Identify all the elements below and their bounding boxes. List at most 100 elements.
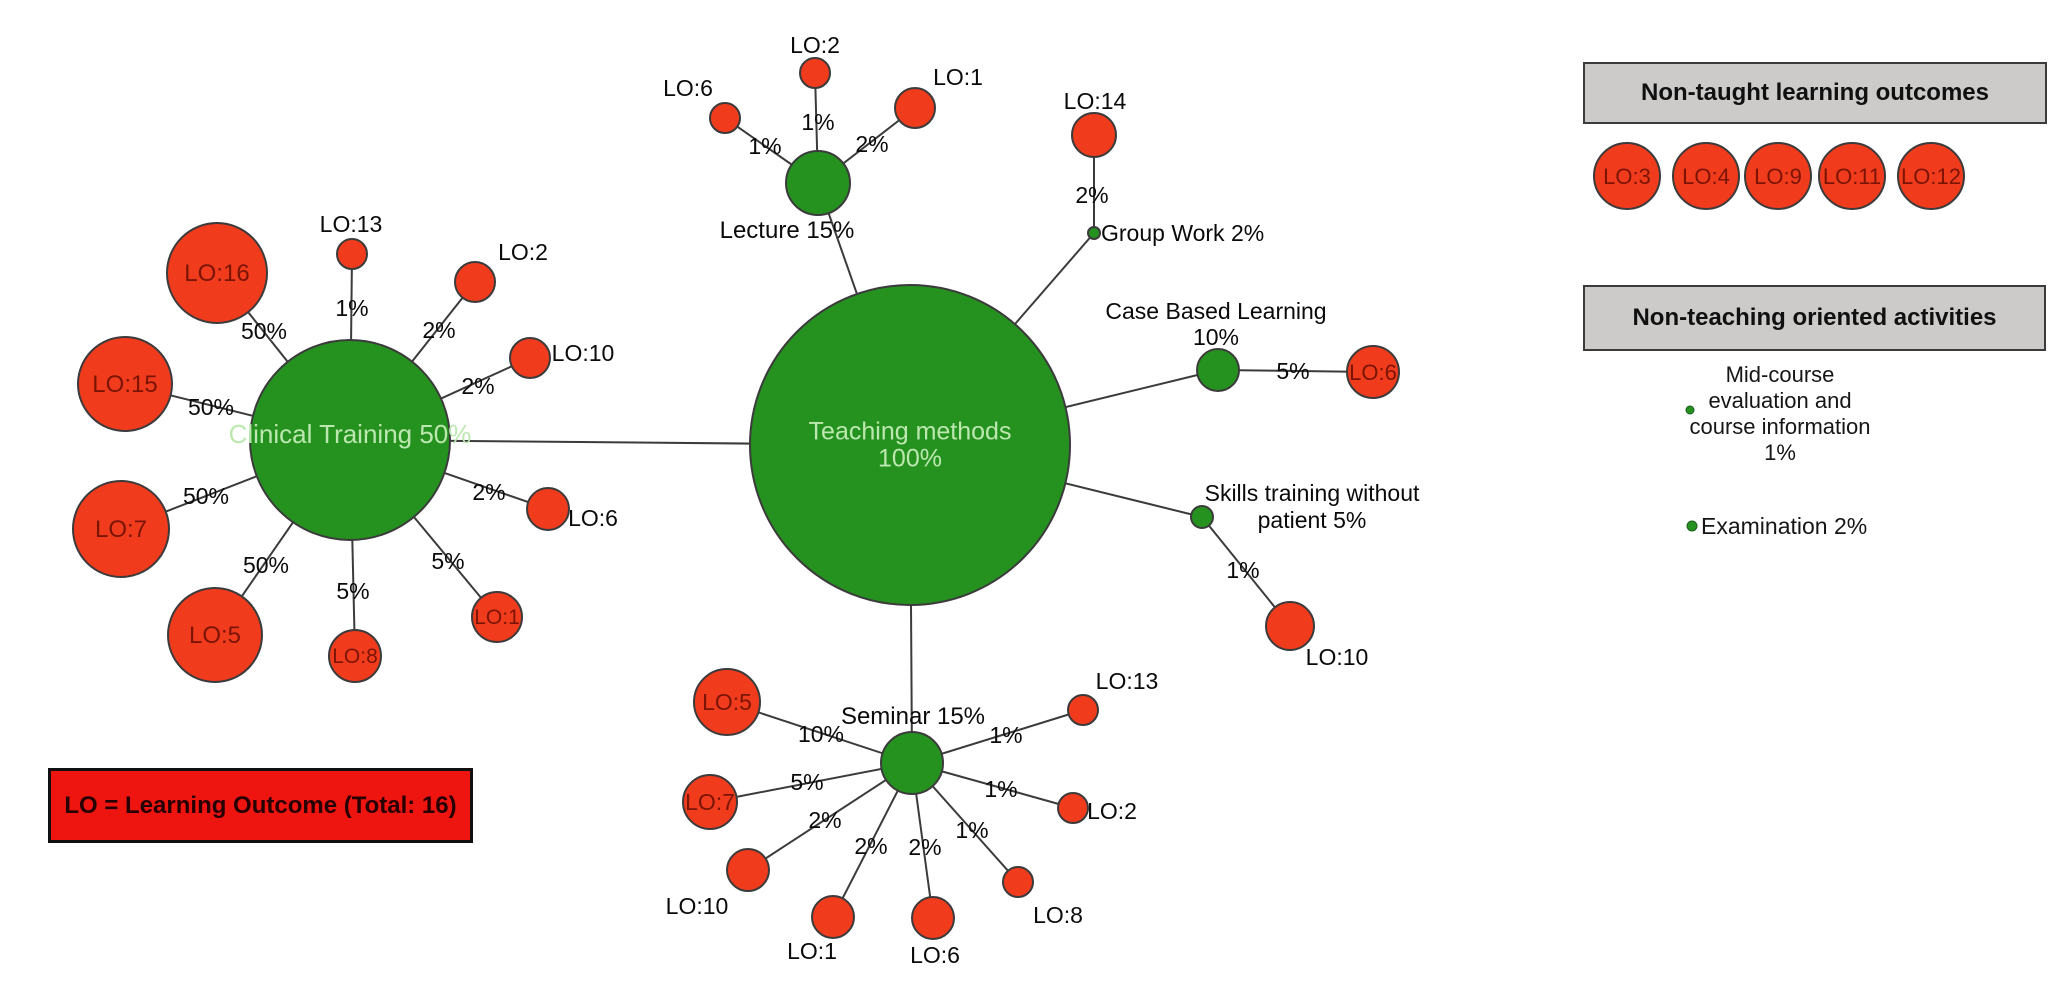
- edge-label-cbl-b6: 5%: [1276, 358, 1309, 384]
- node-groupwork: [1087, 226, 1101, 240]
- node-m2: [1057, 792, 1089, 824]
- node-m1: [811, 895, 855, 939]
- node-c16: [166, 222, 268, 324]
- node-cbl: [1196, 348, 1240, 392]
- edge-label-clinical-c1: 5%: [431, 548, 464, 574]
- non-taught-title: Non-taught learning outcomes: [1641, 79, 1989, 106]
- node-c13: [336, 238, 368, 270]
- node-label-m7: LO:7: [685, 789, 735, 815]
- edge-label-clinical-c8: 5%: [336, 578, 369, 604]
- text-line: 1%: [1764, 440, 1796, 465]
- node-label-cbl: Case Based Learning 10%: [1105, 298, 1326, 350]
- node-lecture: [785, 150, 851, 216]
- node-label-b6: LO:6: [1349, 360, 1397, 385]
- node-m13: [1067, 694, 1099, 726]
- node-label-skills: Skills training without patient 5%: [1205, 480, 1420, 533]
- node-label-m1: LO:1: [787, 938, 837, 964]
- node-label-m5: LO:5: [702, 689, 752, 715]
- edge-label-lecture-l2: 1%: [801, 109, 834, 135]
- node-l1: [894, 87, 936, 129]
- node-l6: [709, 102, 741, 134]
- node-label-seminar: Seminar 15%: [841, 703, 985, 730]
- non-taught-lo-circle-1: [1672, 142, 1740, 210]
- node-label-clinical: Clinical Training 50%: [229, 419, 472, 449]
- edge-label-seminar-m1: 2%: [854, 833, 887, 859]
- examination-dot: [1686, 520, 1698, 532]
- node-s10: [1265, 601, 1315, 651]
- edge-label-seminar-m6: 2%: [908, 834, 941, 860]
- node-label-l2: LO:2: [790, 32, 840, 58]
- node-m10: [726, 848, 770, 892]
- node-label-c10: LO:10: [552, 340, 615, 366]
- non-teaching-header-box: Non-teaching oriented activities: [1583, 285, 2046, 351]
- edge-seminar-m10: [747, 762, 913, 871]
- node-label-m2: LO:2: [1087, 798, 1137, 824]
- node-label-g14: LO:14: [1064, 88, 1127, 114]
- node-teaching: [749, 284, 1071, 606]
- edge-label-lecture-l6: 1%: [748, 133, 781, 159]
- non-taught-lo-label-1: LO:4: [1682, 164, 1730, 189]
- node-label-groupwork: Group Work 2%: [1101, 220, 1264, 246]
- node-label-c16: LO:16: [184, 260, 249, 287]
- node-clinical: [249, 339, 451, 541]
- node-label-c5: LO:5: [189, 622, 241, 649]
- node-g14: [1071, 112, 1117, 158]
- node-label-teaching: Teaching methods 100%: [809, 418, 1012, 473]
- node-m6: [911, 896, 955, 940]
- node-c7: [72, 480, 170, 578]
- node-c2: [454, 261, 496, 303]
- node-label-s10: LO:10: [1306, 644, 1369, 670]
- midcourse-label: Mid-course evaluation and course informati…: [1667, 362, 1893, 466]
- edge-label-clinical-c15: 50%: [188, 394, 234, 420]
- node-l2: [799, 57, 831, 89]
- node-label-c13: LO:13: [320, 211, 383, 237]
- node-c8: [328, 629, 382, 683]
- edge-label-seminar-m13: 1%: [989, 722, 1022, 748]
- midcourse-dot: [1685, 405, 1695, 415]
- text-line: course information: [1689, 414, 1871, 439]
- non-teaching-title: Non-teaching oriented activities: [1632, 304, 1997, 331]
- node-m5: [693, 668, 761, 736]
- node-c5: [167, 587, 263, 683]
- node-c1: [471, 591, 523, 643]
- non-taught-header-box: Non-taught learning outcomes: [1583, 62, 2047, 124]
- edge-label-skills-s10: 1%: [1226, 557, 1259, 583]
- edge-label-clinical-c2: 2%: [422, 317, 455, 343]
- edge-label-groupwork-g14: 2%: [1075, 182, 1108, 208]
- edge-label-clinical-c5: 50%: [243, 552, 289, 578]
- node-label-lecture: Lecture 15%: [720, 217, 855, 244]
- node-label-l1: LO:1: [933, 64, 983, 90]
- node-label-m10: LO:10: [666, 893, 729, 919]
- text-line: evaluation and: [1708, 388, 1852, 413]
- non-taught-lo-circle-2: [1744, 142, 1812, 210]
- node-label-c8: LO:8: [332, 645, 378, 668]
- edge-label-seminar-m2: 1%: [984, 776, 1017, 802]
- node-skills: [1190, 505, 1214, 529]
- node-b6: [1346, 345, 1400, 399]
- edge-label-seminar-m8: 1%: [955, 817, 988, 843]
- edge-label-clinical-c7: 50%: [183, 483, 229, 509]
- node-label-m13: LO:13: [1096, 668, 1159, 694]
- node-c10: [509, 337, 551, 379]
- non-taught-lo-label-3: LO:11: [1823, 164, 1881, 189]
- edge-seminar-m7: [709, 762, 913, 803]
- edge-label-seminar-m5: 10%: [798, 721, 844, 747]
- non-taught-lo-label-2: LO:9: [1754, 164, 1802, 189]
- non-taught-lo-circle-4: [1897, 142, 1965, 210]
- node-label-c1: LO:1: [474, 606, 520, 629]
- examination-label: Examination 2%: [1701, 513, 1868, 539]
- edge-label-clinical-c10: 2%: [461, 373, 494, 399]
- node-c15: [77, 336, 173, 432]
- node-label-c7: LO:7: [95, 516, 147, 543]
- non-taught-lo-circle-0: [1593, 142, 1661, 210]
- node-label-l6: LO:6: [663, 75, 713, 101]
- node-label-m6: LO:6: [910, 942, 960, 968]
- non-taught-lo-label-4: LO:12: [1901, 164, 1961, 189]
- text-line: Mid-course: [1725, 362, 1835, 387]
- edge-label-seminar-m7: 5%: [790, 769, 823, 795]
- node-seminar: [880, 731, 944, 795]
- edge-label-clinical-c13: 1%: [335, 295, 368, 321]
